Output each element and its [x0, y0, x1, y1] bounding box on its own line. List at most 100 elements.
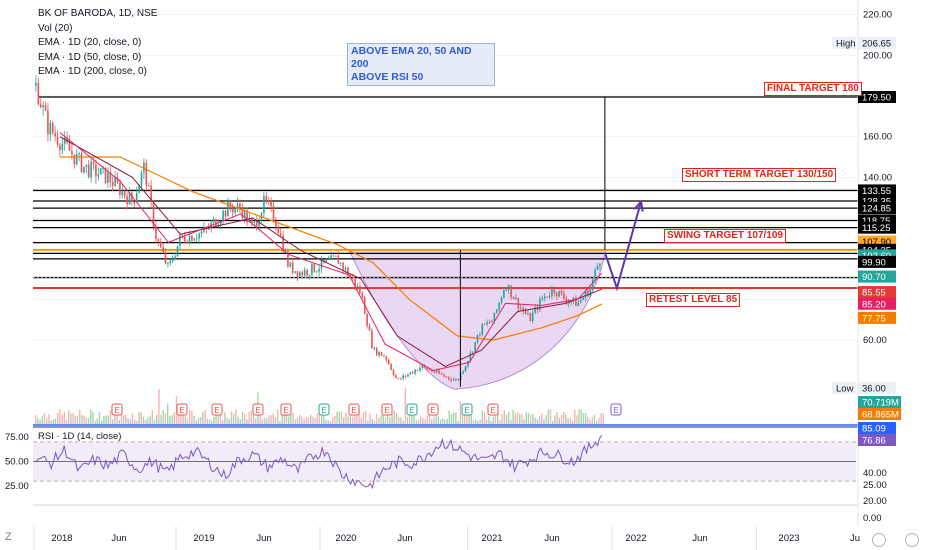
- price-candle: [95, 164, 97, 177]
- price-candle: [469, 352, 472, 361]
- earnings-marker: [280, 403, 292, 416]
- price-candle: [347, 267, 349, 276]
- volume-bar: [248, 411, 250, 424]
- price-candle: [359, 285, 361, 293]
- price-tag: 70.719M: [862, 398, 899, 409]
- time-tick-label: 2023: [778, 533, 799, 544]
- volume-bar: [505, 414, 508, 424]
- volume-bar: [512, 409, 514, 424]
- earnings-marker: [610, 403, 622, 416]
- price-candle: [479, 334, 481, 336]
- price-candle: [68, 142, 71, 151]
- price-candle: [332, 255, 335, 257]
- price-tag-bg: [858, 297, 896, 310]
- price-candle: [411, 372, 414, 374]
- price-candle: [195, 238, 198, 240]
- volume-bar: [208, 419, 211, 424]
- price-tick-label: 60.00: [863, 335, 887, 346]
- price-candle: [344, 267, 347, 270]
- price-candle: [433, 371, 436, 373]
- volume-bar: [547, 409, 549, 424]
- price-candle: [291, 262, 294, 273]
- volume-bar: [543, 418, 545, 424]
- price-candle: [351, 277, 354, 279]
- price-candle: [311, 263, 313, 275]
- volume-bar: [422, 417, 424, 424]
- volume-bar: [461, 411, 464, 424]
- volume-bar: [226, 417, 228, 424]
- price-candle: [51, 122, 54, 133]
- price-candle: [582, 297, 584, 300]
- earnings-marker-label: E: [283, 406, 288, 415]
- time-tick-label: Jun: [111, 533, 126, 544]
- swing-target-label: SWING TARGET 107/109: [664, 229, 786, 243]
- volume-bar: [327, 420, 329, 424]
- volume-bar: [41, 416, 43, 424]
- volume-bar: [118, 420, 120, 424]
- gear-icon[interactable]: [905, 533, 919, 547]
- volume-bar: [61, 414, 63, 424]
- price-candle: [327, 258, 330, 260]
- price-candle: [171, 259, 174, 261]
- rsi-right-tick: 25.00: [863, 480, 887, 491]
- volume-bar: [268, 415, 270, 424]
- volume-bar: [413, 412, 415, 424]
- price-candle: [239, 203, 241, 209]
- price-candle: [495, 309, 498, 313]
- price-candle: [71, 150, 73, 155]
- price-candle: [198, 233, 200, 239]
- price-candle: [37, 82, 40, 105]
- volume-bar: [204, 410, 206, 424]
- price-candle: [119, 182, 121, 196]
- price-tag-bg: [858, 270, 896, 283]
- volume-bar: [272, 413, 274, 424]
- volume-bar: [142, 416, 145, 424]
- price-candle: [167, 262, 169, 264]
- price-tag: 85.20: [862, 299, 886, 310]
- rsi-right-tick: 0.00: [863, 513, 882, 524]
- price-candle: [409, 372, 412, 375]
- volume-bar: [576, 415, 578, 424]
- volume-bar: [57, 412, 59, 424]
- volume-bar: [532, 414, 534, 424]
- volume-bar: [237, 416, 239, 424]
- timezone-button[interactable]: Z: [5, 531, 12, 543]
- volume-bar: [536, 419, 538, 424]
- price-candle: [59, 144, 61, 150]
- volume-bar: [556, 411, 558, 424]
- volume-bar: [151, 410, 153, 424]
- price-candle: [421, 365, 424, 368]
- volume-bar: [263, 418, 266, 424]
- scale-toggle-icon[interactable]: [872, 533, 886, 547]
- volume-bar: [563, 411, 565, 424]
- volume-bar: [387, 412, 389, 424]
- price-candle: [145, 162, 148, 186]
- earnings-marker: [487, 403, 499, 416]
- price-candle: [272, 206, 275, 222]
- volume-bar: [519, 414, 521, 424]
- volume-bar: [554, 415, 556, 424]
- volume-bar: [219, 409, 222, 424]
- price-candle: [85, 164, 88, 167]
- price-candle: [390, 364, 392, 370]
- price-candle: [500, 297, 503, 303]
- volume-bar: [398, 416, 400, 424]
- cup-pattern-shape: [348, 249, 607, 390]
- rsi-tag: 76.86: [862, 436, 886, 447]
- projection-arrowhead: [633, 199, 644, 212]
- price-tag: 128.35: [862, 197, 891, 208]
- volume-bar: [549, 409, 552, 424]
- price-candle: [414, 369, 416, 374]
- volume-bar: [338, 411, 340, 424]
- price-candle: [397, 378, 400, 380]
- volume-bar: [241, 412, 244, 424]
- price-candle: [169, 260, 172, 263]
- volume-bar: [318, 410, 321, 424]
- price-candle: [306, 270, 308, 276]
- volume-bar: [131, 413, 134, 424]
- earnings-marker: [176, 403, 188, 416]
- price-candle: [462, 371, 464, 374]
- rsi-left-tick: 75.00: [5, 432, 29, 443]
- price-candle: [407, 374, 409, 377]
- volume-bar: [437, 416, 439, 424]
